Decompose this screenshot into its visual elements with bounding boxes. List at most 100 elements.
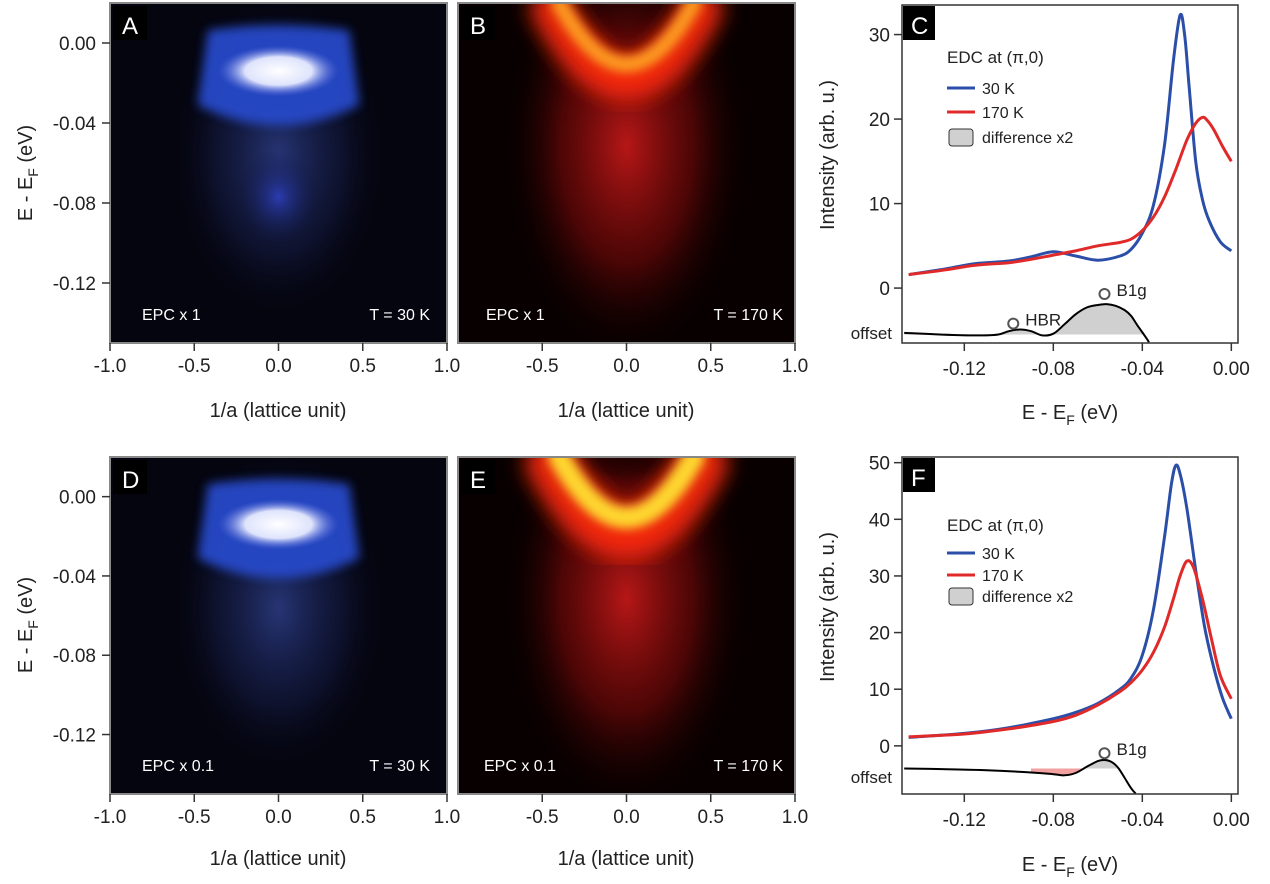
xtick-label: -0.5	[178, 807, 211, 828]
panel-c-xlabel: E - EF (eV)	[1022, 402, 1118, 428]
panel-b-xticks: -0.5 0.0 0.5 1.0	[526, 343, 808, 377]
panel-c-label: C	[911, 13, 928, 40]
xtick-label: 0.5	[698, 356, 724, 377]
xtick-label: -1.0	[94, 356, 127, 377]
ytick-label: 0	[879, 279, 890, 300]
panel-e-image	[458, 457, 795, 794]
annotation-marker	[1098, 287, 1111, 300]
xtick-label: -0.08	[1032, 359, 1075, 380]
panel-c-legend-title: EDC at (π,0)	[947, 48, 1044, 67]
panel-f-legend-30k: 30 K	[982, 546, 1015, 563]
panel-f: B1g F EDC at (π,0) 30 K 170 K difference…	[817, 454, 1250, 880]
panel-f-xticks: -0.12 -0.08 -0.04 0.00	[943, 794, 1250, 831]
ytick-label: 30	[869, 26, 890, 47]
xtick-label: -0.12	[943, 810, 986, 831]
panel-c-legend-difference: difference x2	[982, 130, 1073, 147]
panel-f-legend-difference: difference x2	[982, 589, 1073, 606]
panel-c-plot: HBR B1g	[904, 12, 1233, 343]
panel-a-ylabel: E - EF (eV)	[15, 125, 41, 221]
panel-f-label: F	[911, 465, 926, 492]
panel-d-image	[110, 457, 447, 794]
series-line-30k	[908, 12, 1233, 277]
panel-e-annotation-left: EPC x 0.1	[484, 758, 556, 775]
annotation-label: B1g	[1116, 281, 1146, 300]
panel-e-label: E	[470, 467, 486, 494]
panel-f-ylabel: Intensity (arb. u.)	[817, 532, 839, 682]
panel-f-legend-170k: 170 K	[982, 568, 1024, 585]
panel-a-annotation-right: T = 30 K	[369, 307, 430, 324]
xtick-label: 0.5	[698, 807, 724, 828]
panel-c-yticks: 0 10 20 30	[869, 26, 902, 300]
panel-a: A EPC x 1 T = 30 K -1.0 -0.5 0.0 0.5 1.0 0.0…	[15, 2, 460, 422]
annotation-marker	[1098, 747, 1111, 760]
panel-e: E EPC x 0.1 T = 170 K -0.5 0.0 0.5 1.0 1/a …	[457, 456, 808, 870]
difference-positive-area	[904, 759, 1136, 769]
panel-b-xlabel: 1/a (lattice unit)	[558, 400, 695, 422]
panel-c-xticks: -0.12 -0.08 -0.04 0.00	[943, 343, 1250, 380]
ytick-label: 40	[869, 510, 890, 531]
xtick-label: -1.0	[94, 807, 127, 828]
panel-d-yticks: 0.00 -0.04 -0.08 -0.12	[53, 488, 110, 747]
panel-d-xlabel: 1/a (lattice unit)	[210, 848, 347, 870]
ytick-label: 0.00	[59, 34, 96, 55]
panel-c-ylabel: Intensity (arb. u.)	[817, 80, 839, 230]
ytick-label: -0.04	[53, 114, 97, 135]
xtick-label: -0.04	[1121, 359, 1165, 380]
panel-b-annotation-left: EPC x 1	[486, 307, 545, 324]
panel-c-offset-label: offset	[851, 324, 893, 343]
ytick-label: -0.08	[53, 194, 96, 215]
panel-d-ylabel: E - EF (eV)	[15, 577, 41, 673]
ytick-label: -0.12	[53, 274, 96, 295]
xtick-label: -0.5	[526, 356, 559, 377]
xtick-label: -0.5	[526, 807, 559, 828]
panel-e-xlabel: 1/a (lattice unit)	[558, 848, 695, 870]
ytick-label: 30	[869, 567, 890, 588]
xtick-label: 0.00	[1213, 810, 1250, 831]
series-line-170k	[908, 559, 1233, 739]
panel-b-label: B	[470, 13, 486, 40]
xtick-label: 1.0	[782, 356, 808, 377]
ytick-label: -0.04	[53, 567, 97, 588]
panel-d-xticks: -1.0 -0.5 0.0 0.5 1.0	[94, 794, 460, 828]
panel-d-annotation-left: EPC x 0.1	[142, 758, 214, 775]
panel-a-xticks: -1.0 -0.5 0.0 0.5 1.0	[94, 343, 460, 377]
xtick-label: -0.04	[1121, 810, 1165, 831]
panel-f-legend-title: EDC at (π,0)	[947, 516, 1044, 535]
panel-b-image	[458, 3, 795, 343]
xtick-label: 1.0	[434, 356, 460, 377]
panel-a-label: A	[122, 13, 138, 40]
xtick-label: 0.0	[613, 356, 639, 377]
difference-positive-area	[904, 304, 1144, 335]
panel-a-image	[110, 3, 447, 343]
ytick-label: 0.00	[59, 488, 96, 509]
xtick-label: -0.12	[943, 359, 986, 380]
panel-f-xlabel: E - EF (eV)	[1022, 854, 1118, 880]
series-line-30k	[908, 463, 1233, 739]
panel-d-annotation-right: T = 30 K	[369, 758, 430, 775]
ytick-label: 10	[869, 195, 890, 216]
ytick-label: -0.08	[53, 646, 96, 667]
ytick-label: 20	[869, 624, 890, 645]
xtick-label: -0.5	[178, 356, 211, 377]
annotation-label: HBR	[1025, 311, 1061, 330]
panel-c-legend-170k: 170 K	[982, 105, 1024, 122]
annotation-label: B1g	[1116, 740, 1146, 759]
xtick-label: 0.0	[613, 807, 639, 828]
panel-f-offset-label: offset	[851, 768, 893, 787]
panel-e-xticks: -0.5 0.0 0.5 1.0	[526, 794, 808, 828]
panel-e-annotation-right: T = 170 K	[713, 758, 783, 775]
panel-c: HBR B1g C EDC at (π,0) 30 K 170 K differe…	[817, 4, 1250, 428]
xtick-label: 0.0	[265, 356, 291, 377]
panel-a-yticks: 0.00 -0.04 -0.08 -0.12	[53, 34, 110, 295]
series-line-difference	[904, 758, 1137, 794]
ytick-label: -0.12	[53, 726, 96, 747]
panel-a-annotation-left: EPC x 1	[142, 307, 201, 324]
panel-f-plot: B1g	[904, 463, 1233, 794]
ytick-label: 20	[869, 110, 890, 131]
ytick-label: 50	[869, 454, 890, 475]
panel-c-legend-30k: 30 K	[982, 81, 1015, 98]
series-line-170k	[908, 115, 1233, 277]
xtick-label: 0.5	[350, 356, 376, 377]
xtick-label: 0.5	[350, 807, 376, 828]
